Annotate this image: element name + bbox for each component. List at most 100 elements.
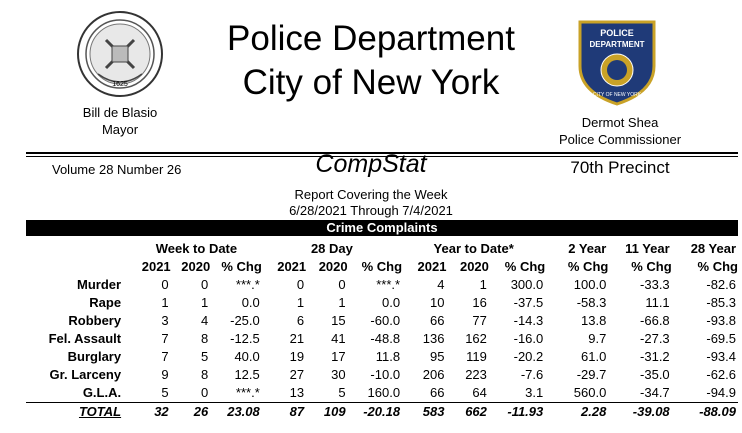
table-row: Rape 1 1 0.0 1 1 0.0 10 16 -37.5 -58.3 11.1 -85.3 bbox=[26, 294, 738, 312]
table-cell: -10.0 bbox=[370, 367, 401, 382]
table-cell: 8 bbox=[200, 331, 209, 346]
group-28-day: 28 Day bbox=[310, 241, 353, 256]
table-cell: 27 bbox=[289, 367, 305, 382]
table-row: Murder 0 0 ***.* 0 0 ***.* 4 1 300.0 100.0 -33.3 -82… bbox=[26, 276, 738, 294]
table-cell: -62.6 bbox=[706, 367, 736, 382]
table-cell: 560.0 bbox=[573, 385, 607, 400]
header-divider-thin bbox=[26, 156, 738, 157]
table-cell: 3.1 bbox=[525, 385, 544, 400]
group-11-year: 11 Year bbox=[625, 241, 670, 256]
table-cell: -11.93 bbox=[488, 402, 546, 421]
table-cell: 300.0 bbox=[510, 277, 544, 292]
table-cell: 0.0 bbox=[381, 295, 401, 310]
table-cell: 40.0 bbox=[234, 349, 260, 364]
group-week-to-date: Week to Date bbox=[155, 241, 238, 256]
group-year-to-date: Year to Date* bbox=[433, 241, 514, 256]
mayor-title: Mayor bbox=[101, 122, 139, 137]
page-title-line2: City of New York bbox=[242, 63, 500, 102]
row-label: Murder bbox=[77, 277, 122, 292]
table-cell: 7 bbox=[161, 349, 169, 364]
table-cell: -14.3 bbox=[513, 313, 544, 328]
table-cell: -35.0 bbox=[640, 367, 670, 382]
table-cell: 10 bbox=[429, 295, 445, 310]
header-divider bbox=[26, 152, 738, 154]
table-cell: 662 bbox=[446, 402, 489, 421]
page-title-line1: Police Department bbox=[227, 19, 515, 58]
table-cell: 0.0 bbox=[241, 295, 260, 310]
table-cell: ***.* bbox=[235, 385, 260, 400]
table-cell: -37.5 bbox=[513, 295, 544, 310]
table-cell: 1 bbox=[161, 295, 169, 310]
total-row: TOTAL 32 26 23.08 87 109 -20.18 583 662 -11.93 2.2… bbox=[26, 402, 738, 421]
section-title-bar: Crime Complaints bbox=[26, 220, 738, 236]
table-cell: -69.5 bbox=[706, 331, 736, 346]
table-cell: 223 bbox=[465, 367, 487, 382]
volume-number: Volume 28 Number 26 bbox=[52, 162, 182, 177]
table-cell: 23.08 bbox=[210, 402, 262, 421]
mayor-name: Bill de Blasio bbox=[82, 105, 158, 120]
table-body: Murder 0 0 ***.* 0 0 ***.* 4 1 300.0 100.0 -33.3 -82… bbox=[26, 276, 738, 421]
table-row: Burglary 7 5 40.0 19 17 11.8 95 119 -20.2 61.0 -31.… bbox=[26, 348, 738, 366]
table-cell: -16.0 bbox=[513, 331, 544, 346]
table-cell: 109 bbox=[306, 402, 348, 421]
table-cell: -31.2 bbox=[640, 349, 670, 364]
svg-text:DEPARTMENT: DEPARTMENT bbox=[590, 40, 645, 49]
table-cell: -29.7 bbox=[576, 367, 607, 382]
col-header: 2020 bbox=[181, 259, 211, 274]
table-cell: -93.8 bbox=[706, 313, 736, 328]
table-cell: -27.3 bbox=[640, 331, 670, 346]
table-cell: -7.6 bbox=[520, 367, 544, 382]
table-cell: 95 bbox=[429, 349, 445, 364]
table-cell: 16 bbox=[472, 295, 487, 310]
table-cell: -85.3 bbox=[706, 295, 736, 310]
table-cell: 66 bbox=[429, 385, 445, 400]
table-row: Gr. Larceny 9 8 12.5 27 30 -10.0 206 223 -7.6 -29.… bbox=[26, 366, 738, 384]
table-cell: 41 bbox=[331, 331, 346, 346]
svg-text:1625: 1625 bbox=[112, 81, 128, 88]
table-cell: 583 bbox=[402, 402, 447, 421]
table-cell: 0 bbox=[296, 277, 305, 292]
row-label: Gr. Larceny bbox=[49, 367, 122, 382]
table-cell: -39.08 bbox=[608, 402, 672, 421]
col-header: 2021 bbox=[141, 259, 171, 274]
table-cell: 1 bbox=[296, 295, 305, 310]
row-label: Burglary bbox=[67, 349, 122, 364]
col-header: 2020 bbox=[459, 259, 489, 274]
table-cell: 9 bbox=[161, 367, 169, 382]
col-header: % Chg bbox=[631, 259, 672, 274]
row-label: G.L.A. bbox=[82, 385, 122, 400]
nyc-seal-logo: 1625 bbox=[76, 10, 164, 98]
table-row: Robbery 3 4 -25.0 6 15 -60.0 66 77 -14.3 13.8 -66.8… bbox=[26, 312, 738, 330]
table-cell: 4 bbox=[437, 277, 445, 292]
col-header: % Chg bbox=[697, 259, 738, 274]
table-cell: 206 bbox=[422, 367, 445, 382]
table-cell: 32 bbox=[131, 402, 171, 421]
table-cell: 0 bbox=[200, 277, 209, 292]
row-label: Rape bbox=[89, 295, 122, 310]
table-cell: 17 bbox=[331, 349, 346, 364]
row-label: Robbery bbox=[68, 313, 122, 328]
table-cell: -33.3 bbox=[640, 277, 670, 292]
table-cell: -94.9 bbox=[706, 385, 736, 400]
col-header: % Chg bbox=[221, 259, 262, 274]
table-cell: 100.0 bbox=[573, 277, 607, 292]
table-row: Fel. Assault 7 8 -12.5 21 41 -48.8 136 162 -16.0 9… bbox=[26, 330, 738, 348]
table-cell: 7 bbox=[161, 331, 169, 346]
table-cell: 0 bbox=[200, 385, 209, 400]
table-cell: 77 bbox=[472, 313, 487, 328]
table-cell: 87 bbox=[261, 402, 307, 421]
table-cell: -88.09 bbox=[671, 402, 738, 421]
table-cell: -82.6 bbox=[706, 277, 736, 292]
table-cell: ***.* bbox=[376, 277, 401, 292]
precinct-name: 70th Precinct bbox=[570, 158, 670, 177]
table-cell: -48.8 bbox=[370, 331, 401, 346]
col-header: 2021 bbox=[417, 259, 447, 274]
table-cell: 13.8 bbox=[581, 313, 607, 328]
nypd-badge-logo: POLICE DEPARTMENT CITY OF NEW YORK bbox=[574, 14, 660, 106]
report-dates: 6/28/2021 Through 7/4/2021 bbox=[289, 203, 453, 218]
table-cell: 13 bbox=[289, 385, 305, 400]
table-cell: 1 bbox=[200, 295, 209, 310]
group-2-year: 2 Year bbox=[568, 241, 607, 256]
col-header: % Chg bbox=[504, 259, 546, 274]
table-cell: 136 bbox=[422, 331, 445, 346]
